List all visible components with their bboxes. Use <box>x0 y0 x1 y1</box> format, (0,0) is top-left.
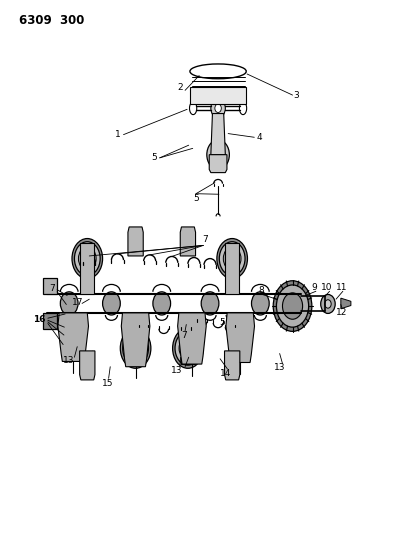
Circle shape <box>251 292 269 315</box>
Text: 3: 3 <box>294 91 299 100</box>
Circle shape <box>60 292 78 315</box>
Circle shape <box>273 281 312 332</box>
Polygon shape <box>80 243 94 294</box>
Text: 7: 7 <box>49 284 55 293</box>
Text: 7: 7 <box>181 330 187 340</box>
Circle shape <box>123 332 149 365</box>
Text: 11: 11 <box>336 283 348 292</box>
Text: 13: 13 <box>62 356 74 365</box>
Polygon shape <box>180 227 195 256</box>
Text: 15: 15 <box>102 379 113 388</box>
Polygon shape <box>181 313 195 364</box>
Circle shape <box>325 300 331 308</box>
Circle shape <box>127 337 144 360</box>
Polygon shape <box>224 351 240 380</box>
Circle shape <box>277 285 308 327</box>
Circle shape <box>179 337 197 360</box>
Polygon shape <box>43 313 57 329</box>
Polygon shape <box>209 155 227 173</box>
Text: 10: 10 <box>322 283 333 292</box>
Text: 17: 17 <box>71 298 83 307</box>
Polygon shape <box>121 313 150 367</box>
Polygon shape <box>341 298 351 309</box>
Circle shape <box>173 328 203 368</box>
Polygon shape <box>211 114 225 155</box>
Polygon shape <box>225 243 239 294</box>
Text: 12: 12 <box>336 308 348 317</box>
Polygon shape <box>43 278 57 294</box>
Circle shape <box>78 247 96 270</box>
Circle shape <box>219 241 245 276</box>
Text: 4: 4 <box>256 133 262 142</box>
Polygon shape <box>80 351 95 380</box>
Circle shape <box>211 99 225 118</box>
Text: 2: 2 <box>177 83 183 92</box>
Text: 5: 5 <box>151 154 157 163</box>
Circle shape <box>217 239 248 279</box>
Circle shape <box>74 241 100 276</box>
Text: 7: 7 <box>202 235 208 244</box>
Text: 13: 13 <box>274 364 286 372</box>
Circle shape <box>72 239 102 279</box>
Text: 8: 8 <box>258 286 264 295</box>
Circle shape <box>102 292 120 315</box>
Text: 5: 5 <box>193 195 199 204</box>
Text: 6309  300: 6309 300 <box>19 14 84 27</box>
Circle shape <box>120 328 151 368</box>
Text: 5: 5 <box>219 318 225 327</box>
Circle shape <box>212 146 224 163</box>
Text: 1: 1 <box>115 130 120 139</box>
Circle shape <box>153 292 171 315</box>
Circle shape <box>215 104 221 112</box>
Text: 14: 14 <box>220 368 232 377</box>
Circle shape <box>201 292 219 315</box>
Circle shape <box>321 294 335 313</box>
Circle shape <box>223 247 241 270</box>
Polygon shape <box>129 313 143 364</box>
Polygon shape <box>190 87 246 104</box>
Circle shape <box>282 293 303 319</box>
Circle shape <box>175 332 201 365</box>
Polygon shape <box>177 313 206 364</box>
Text: 16: 16 <box>33 315 45 324</box>
Polygon shape <box>226 313 255 362</box>
Circle shape <box>207 140 229 169</box>
Text: 9: 9 <box>311 283 317 292</box>
Polygon shape <box>128 227 143 256</box>
Polygon shape <box>58 313 89 361</box>
Text: 13: 13 <box>171 366 183 375</box>
